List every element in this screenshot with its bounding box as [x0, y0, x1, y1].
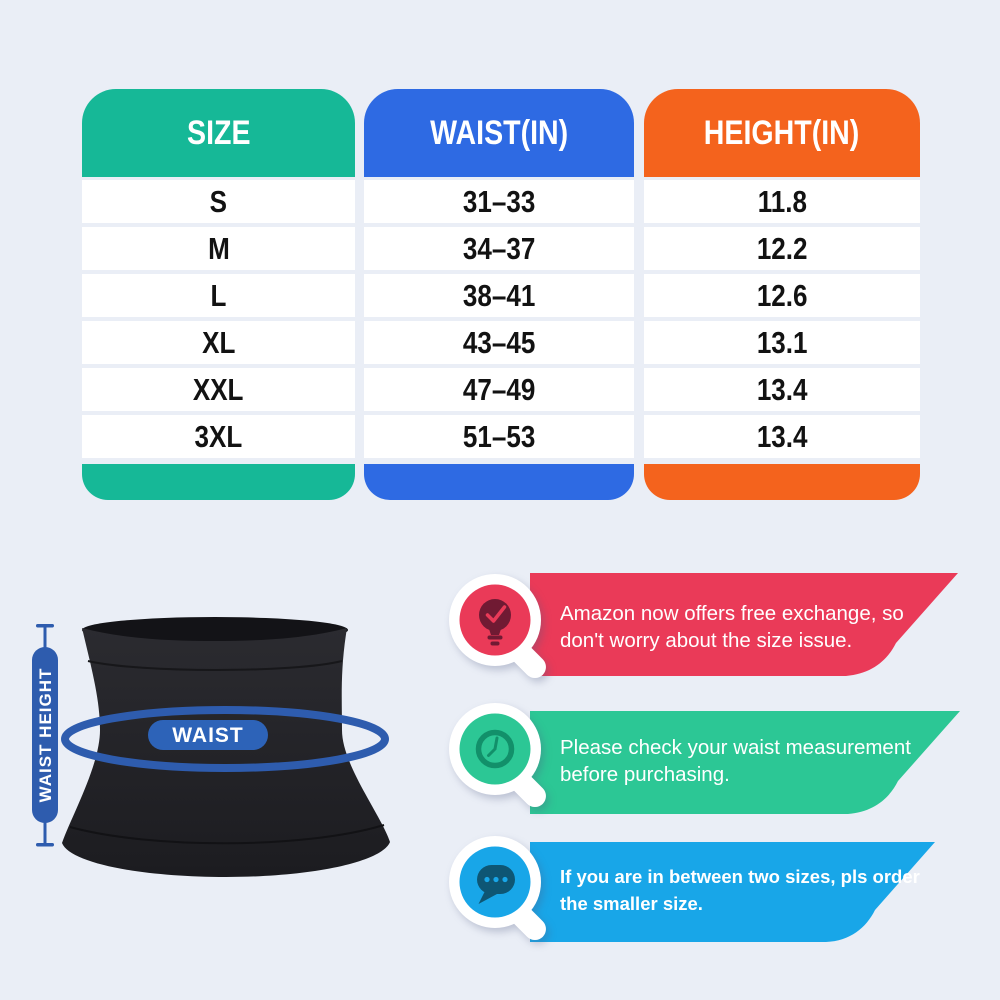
chat-dots-icon: [449, 836, 546, 941]
waist-column: WAIST(IN) 31–33 34–37 38–41 43–45 47–49 …: [364, 89, 634, 500]
table-cell-height: 13.4: [644, 368, 920, 411]
table-cell-height: 12.2: [644, 227, 920, 270]
table-cell-waist: 31–33: [364, 180, 634, 223]
callout-text: Amazon now offers free exchange, so don'…: [560, 601, 904, 652]
column-header-waist: WAIST(IN): [364, 89, 634, 177]
callout-free-exchange: Amazon now offers free exchange, so don'…: [448, 573, 960, 689]
column-header-height-label: HEIGHT(IN): [704, 113, 860, 152]
waist-height-label: WAIST HEIGHT: [36, 668, 55, 803]
garment-body: [62, 628, 390, 877]
column-header-size-label: SIZE: [186, 113, 251, 152]
garment-seam-top: [87, 660, 343, 671]
table-cell-size: M: [82, 227, 355, 270]
waist-label: WAIST: [172, 724, 244, 747]
column-header-height: HEIGHT(IN): [644, 89, 920, 177]
callout-between-sizes: If you are in between two sizes, pls ord…: [448, 835, 960, 951]
waist-trainer-illustration: WAIST WAIST HEIGHT: [10, 575, 450, 915]
table-cell-waist: 34–37: [364, 227, 634, 270]
callout-banner: [530, 711, 960, 814]
callout-text: Please check your waist measurement befo…: [560, 735, 911, 786]
table-cell-waist: 38–41: [364, 274, 634, 317]
callout-banner: [530, 573, 958, 676]
garment-opening: [82, 617, 348, 643]
waist-height-pill: [32, 647, 58, 823]
table-cell-size: L: [82, 274, 355, 317]
waist-ring: [61, 706, 389, 772]
table-cell-height: 13.1: [644, 321, 920, 364]
lightbulb-check-icon: [449, 574, 546, 679]
column-header-waist-label: WAIST(IN): [429, 113, 569, 152]
waist-label-pill: [148, 720, 268, 750]
garment-seam-bottom: [69, 824, 385, 845]
table-cell-height: 13.4: [644, 415, 920, 458]
waist-height-measure: [32, 624, 58, 847]
table-cell-height: 12.6: [644, 274, 920, 317]
table-cell-size: XXL: [82, 368, 355, 411]
height-column: HEIGHT(IN) 11.8 12.2 12.6 13.1 13.4 13.4: [644, 89, 920, 500]
size-chart-table: SIZE S M L XL XXL 3XL WAIST(IN) 31–33 34…: [82, 89, 920, 500]
column-header-size: SIZE: [82, 89, 355, 177]
table-cell-size: S: [82, 180, 355, 223]
clock-icon: [449, 703, 546, 808]
column-footer-height: [644, 464, 920, 500]
size-column: SIZE S M L XL XXL 3XL: [82, 89, 355, 500]
table-cell-waist: 47–49: [364, 368, 634, 411]
table-cell-waist: 43–45: [364, 321, 634, 364]
table-cell-waist: 51–53: [364, 415, 634, 458]
callout-text: If you are in between two sizes, pls ord…: [560, 866, 920, 914]
waist-trainer-svg: WAIST WAIST HEIGHT: [32, 617, 390, 877]
callout-check-measurement: Please check your waist measurement befo…: [448, 702, 960, 818]
column-footer-size: [82, 464, 355, 500]
callout-banner: [530, 842, 935, 942]
table-cell-height: 11.8: [644, 180, 920, 223]
table-cell-size: XL: [82, 321, 355, 364]
table-cell-size: 3XL: [82, 415, 355, 458]
column-footer-waist: [364, 464, 634, 500]
